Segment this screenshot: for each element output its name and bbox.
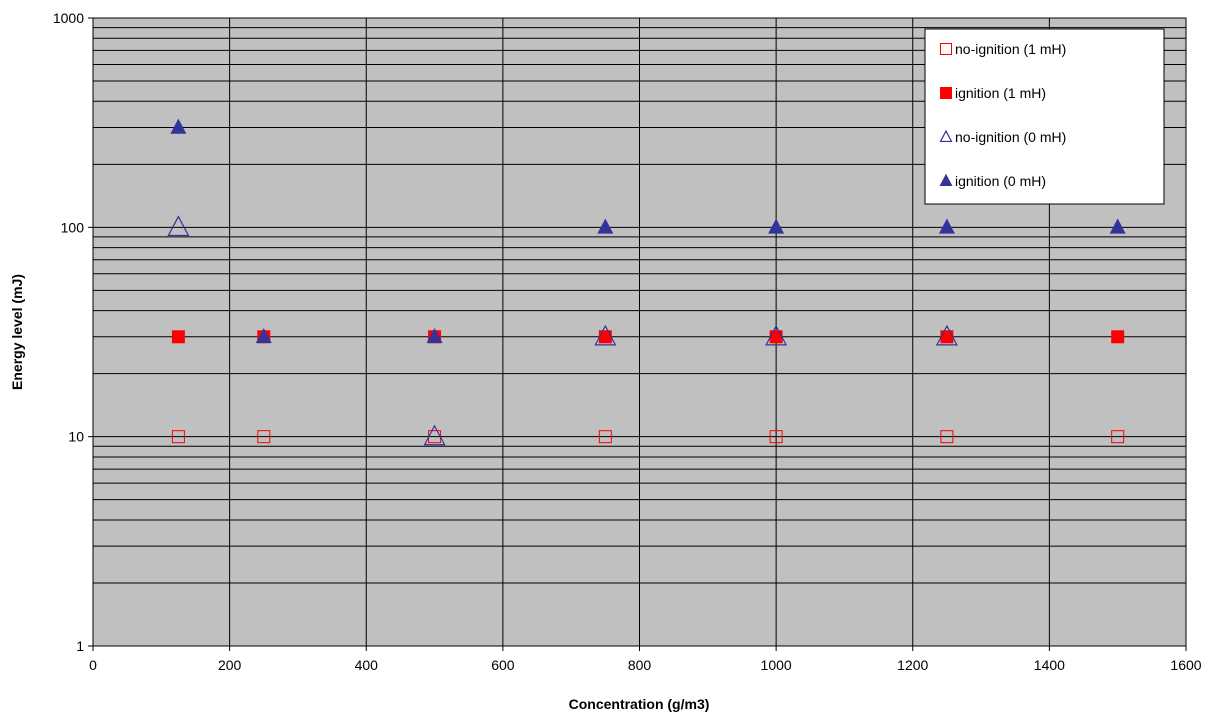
data-point [938,218,955,234]
data-point [255,327,272,344]
x-tick-label: 600 [491,657,515,673]
data-point [940,330,954,344]
data-point [940,430,954,444]
x-tick-label: 200 [218,657,242,673]
y-axis-title: Energy level (mJ) [9,274,25,390]
data-point [1109,218,1126,234]
legend-marker [939,173,953,187]
data-point [769,330,783,344]
x-tick-label: 1000 [761,657,792,673]
y-tick-label: 10 [68,429,84,445]
x-tick-label: 1400 [1034,657,1065,673]
data-point [594,324,617,346]
legend-label: no-ignition (0 mH) [955,129,1066,145]
data-point [597,218,614,234]
legend-marker [939,129,953,143]
data-point [598,430,612,444]
legend-box [924,28,1165,205]
legend: no-ignition (1 mH) ignition (1 mH) no-igni… [924,28,1165,205]
data-point [257,430,271,444]
y-tick-label: 1000 [53,10,84,26]
x-axis-title: Concentration (g/m3) [569,696,710,712]
data-point [768,218,785,234]
x-tick-label: 800 [628,657,652,673]
x-tick-label: 1200 [897,657,928,673]
data-point [1111,330,1125,344]
legend-label: no-ignition (1 mH) [955,41,1066,57]
data-point [426,327,443,344]
data-point [423,424,446,446]
x-tick-label: 1600 [1170,657,1201,673]
legend-marker [940,43,952,55]
data-point [170,118,187,134]
legend-label: ignition (0 mH) [955,173,1046,189]
legend-marker [940,87,952,99]
legend-label: ignition (1 mH) [955,85,1046,101]
data-point [171,430,185,444]
x-tick-label: 400 [355,657,379,673]
data-points [167,118,1126,446]
data-point [598,330,612,344]
y-tick-label: 1 [76,638,84,654]
data-point [171,330,185,344]
data-point [935,324,958,346]
data-point [765,324,788,346]
axes: 0 200 400 600 800 1000 1200 1400 1600 1 10 100 1000 [53,10,1202,673]
x-tick-label: 0 [89,657,97,673]
data-point [1111,430,1125,444]
y-tick-label: 100 [61,219,85,235]
data-point [167,215,190,237]
data-point [769,430,783,444]
